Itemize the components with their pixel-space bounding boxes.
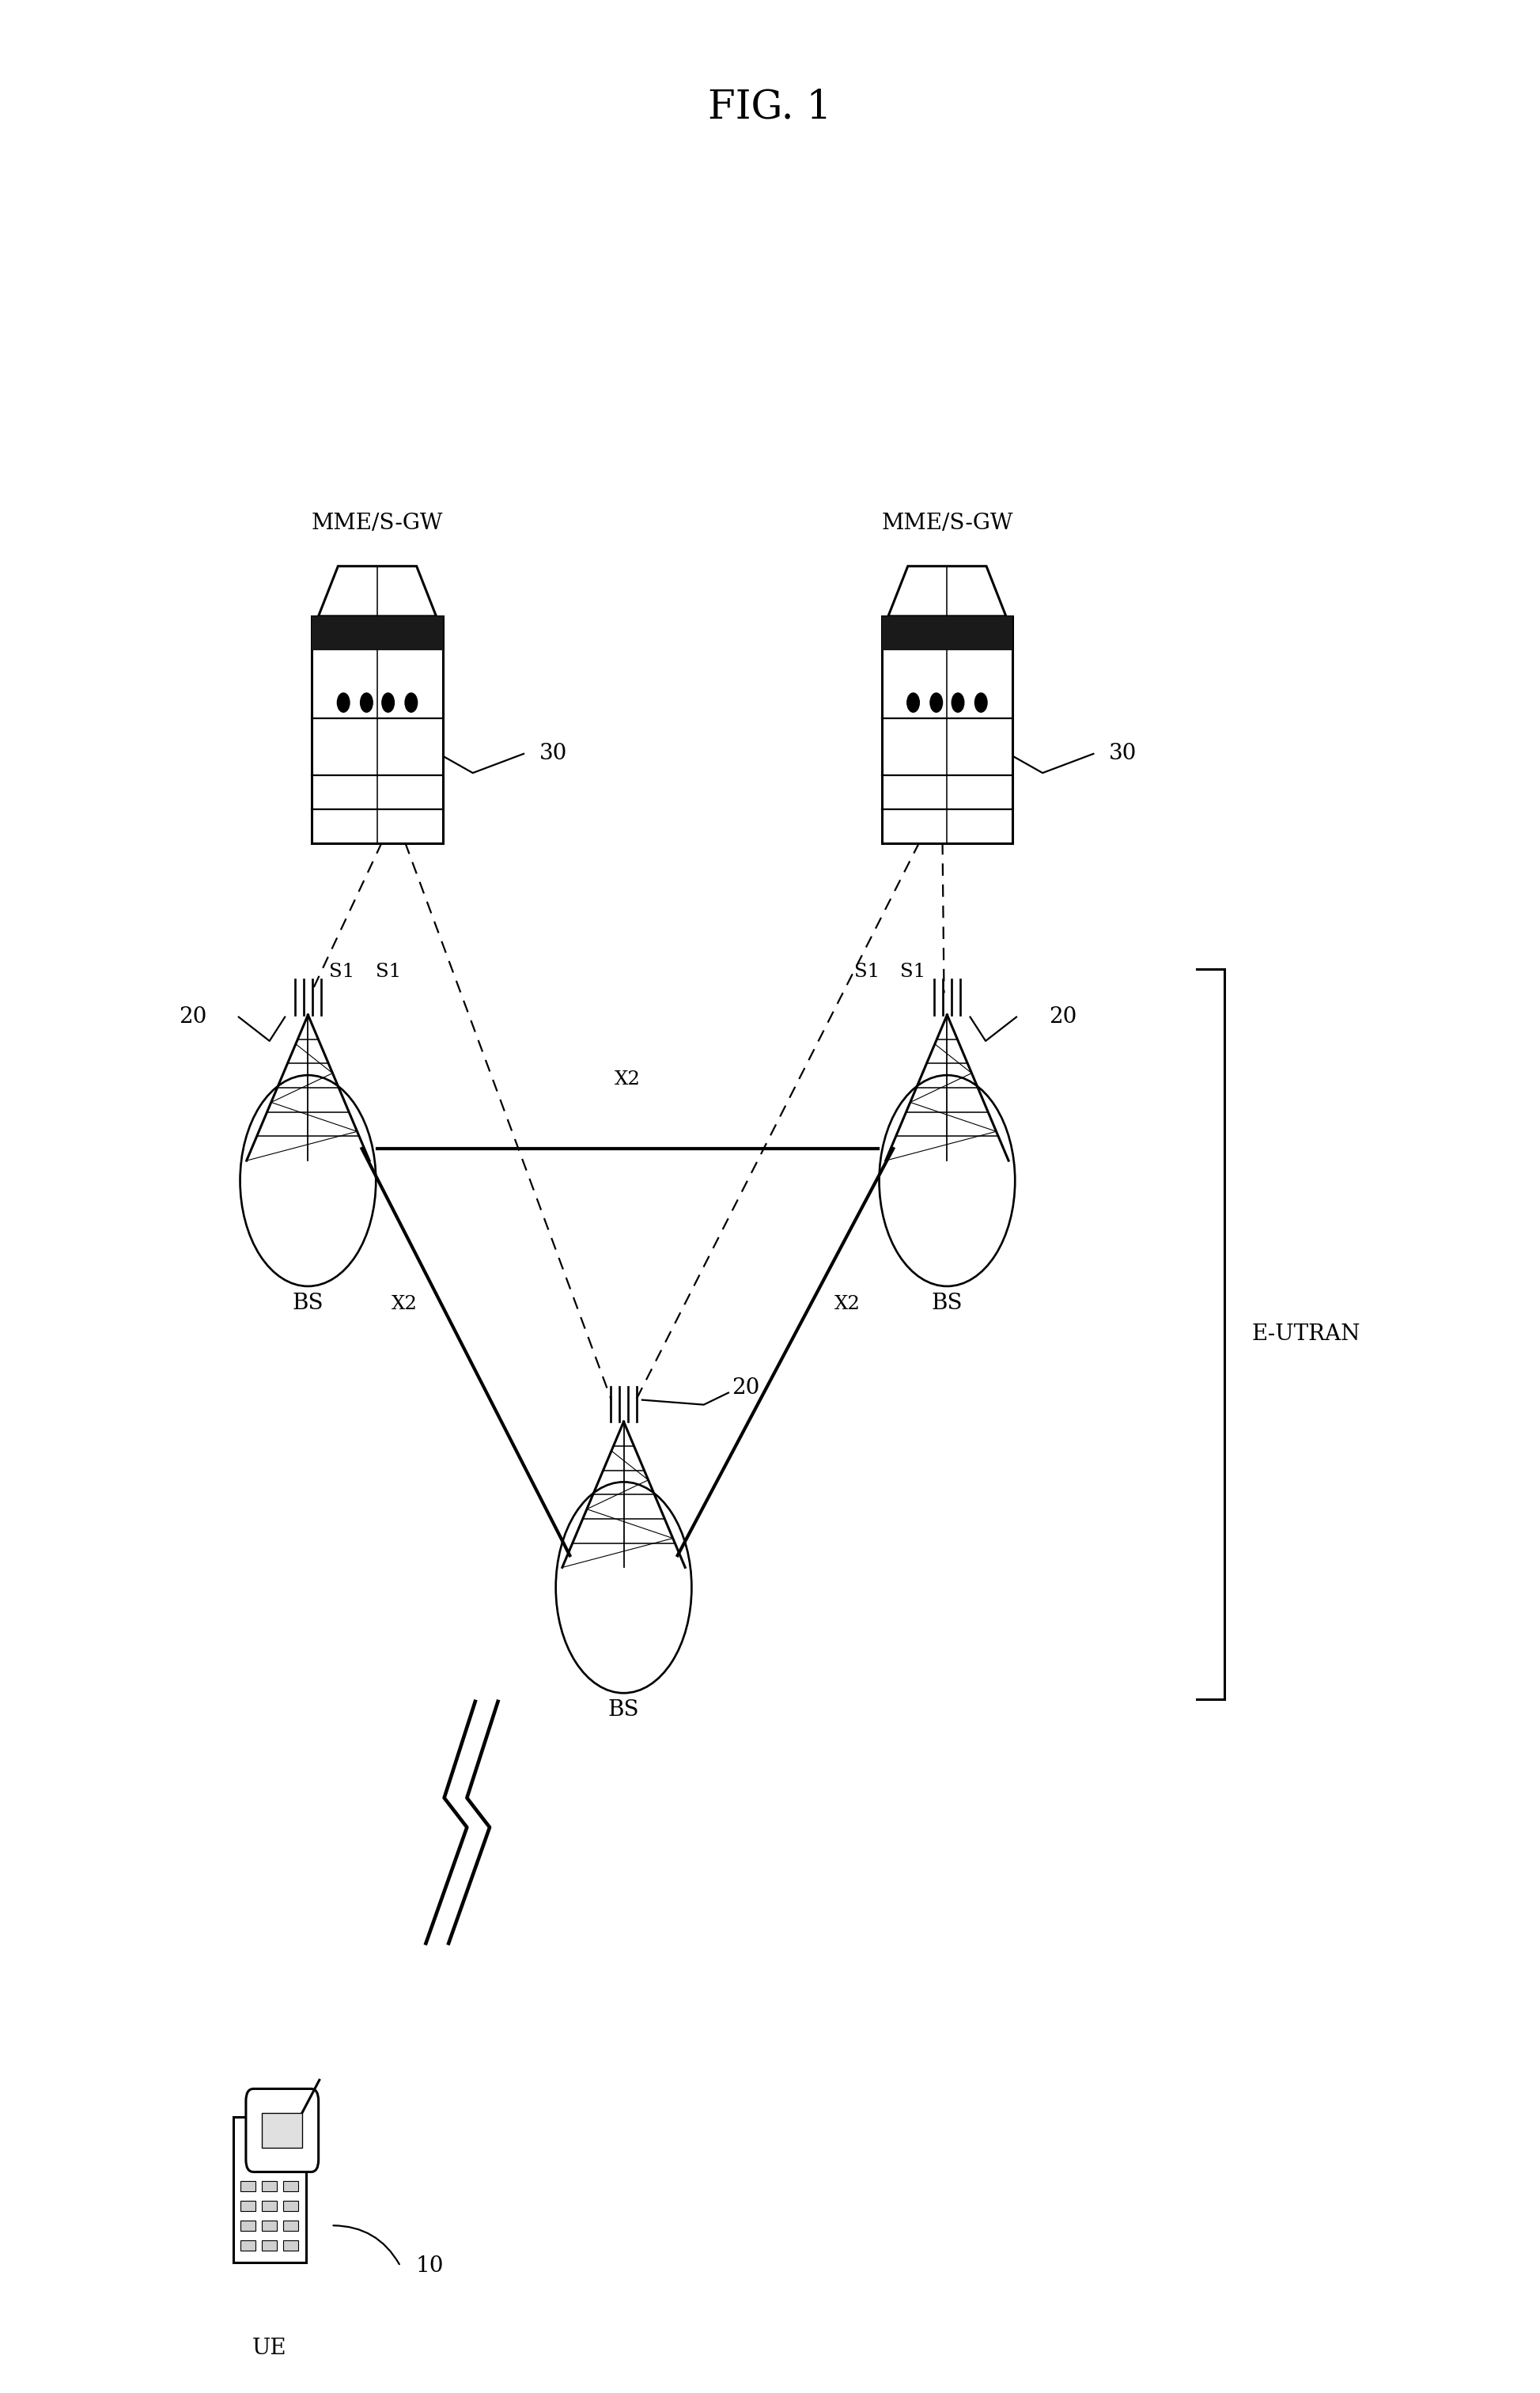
Text: S1: S1 (901, 962, 926, 981)
Text: 20: 20 (179, 1007, 206, 1027)
Text: 20: 20 (732, 1378, 759, 1398)
Bar (262, 2221, 277, 2230)
Circle shape (952, 694, 964, 713)
Text: S1: S1 (330, 962, 354, 981)
Circle shape (382, 694, 394, 713)
Circle shape (360, 694, 373, 713)
Bar (240, 2182, 256, 2192)
Circle shape (337, 694, 350, 713)
Text: X2: X2 (835, 1295, 859, 1314)
Bar (283, 2202, 299, 2211)
Text: BS: BS (293, 1292, 323, 1314)
Bar (881, 617, 1013, 651)
Circle shape (907, 694, 919, 713)
Bar (240, 2240, 256, 2249)
Text: FIG. 1: FIG. 1 (708, 89, 832, 127)
Bar (881, 617, 1013, 845)
FancyBboxPatch shape (233, 2115, 306, 2264)
Text: S1: S1 (376, 962, 400, 981)
Bar (240, 2221, 256, 2230)
Bar (262, 2240, 277, 2249)
Text: MME/S-GW: MME/S-GW (311, 512, 444, 534)
Bar (283, 2182, 299, 2192)
FancyBboxPatch shape (246, 2089, 319, 2173)
Bar (311, 617, 444, 845)
Text: 30: 30 (1109, 744, 1137, 763)
Text: MME/S-GW: MME/S-GW (881, 512, 1013, 534)
Polygon shape (319, 567, 436, 617)
Text: E-UTRAN: E-UTRAN (1252, 1323, 1361, 1345)
Bar (262, 2202, 277, 2211)
Circle shape (975, 694, 987, 713)
Bar (283, 2221, 299, 2230)
Bar (283, 2240, 299, 2249)
Circle shape (930, 694, 942, 713)
Text: X2: X2 (614, 1070, 641, 1089)
Polygon shape (889, 567, 1006, 617)
Bar (240, 2202, 256, 2211)
Text: UE: UE (253, 2338, 286, 2359)
Circle shape (405, 694, 417, 713)
Text: BS: BS (932, 1292, 962, 1314)
Text: BS: BS (608, 1699, 639, 1721)
Text: 10: 10 (416, 2257, 444, 2276)
Text: X2: X2 (391, 1295, 417, 1314)
Text: S1: S1 (855, 962, 879, 981)
Bar (311, 617, 444, 651)
Bar (262, 2113, 302, 2149)
Bar (262, 2182, 277, 2192)
Text: 20: 20 (1049, 1007, 1076, 1027)
Text: 30: 30 (539, 744, 567, 763)
